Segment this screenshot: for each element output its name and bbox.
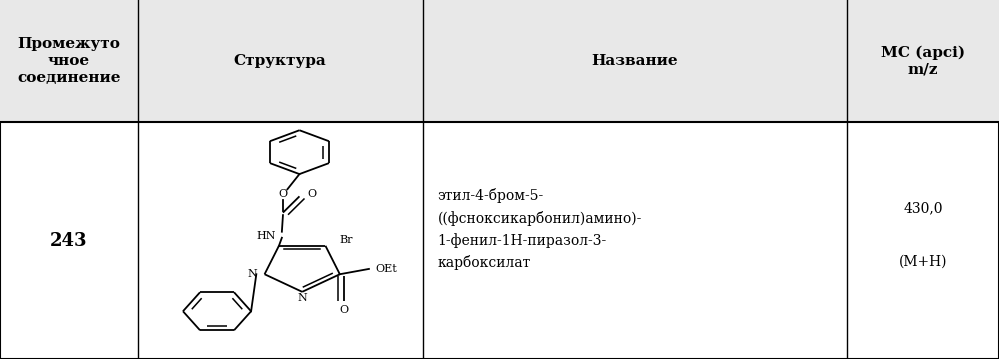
Text: этил-4-бром-5-
((фсноксикарбонил)амино)-
1-фенил-1Н-пиразол-3-
карбоксилат: этил-4-бром-5- ((фсноксикарбонил)амино)-… xyxy=(438,188,642,270)
Text: Промежуто
чное
соединение: Промежуто чное соединение xyxy=(17,37,121,85)
Text: HN: HN xyxy=(257,231,277,241)
Text: МС (apci)
m/z: МС (apci) m/z xyxy=(881,45,965,77)
Text: 430,0: 430,0 xyxy=(903,201,943,215)
Text: Структура: Структура xyxy=(234,54,327,68)
Text: 243: 243 xyxy=(50,232,88,250)
Text: N: N xyxy=(248,269,258,279)
Text: OEt: OEt xyxy=(376,264,398,274)
Text: O: O xyxy=(340,304,349,314)
Text: O: O xyxy=(307,189,316,199)
Text: (M+H): (M+H) xyxy=(899,255,947,269)
Text: Br: Br xyxy=(340,236,353,246)
Text: O: O xyxy=(279,188,288,199)
Text: N: N xyxy=(298,293,307,303)
Bar xyxy=(0,0,999,122)
Text: Название: Название xyxy=(591,54,678,68)
